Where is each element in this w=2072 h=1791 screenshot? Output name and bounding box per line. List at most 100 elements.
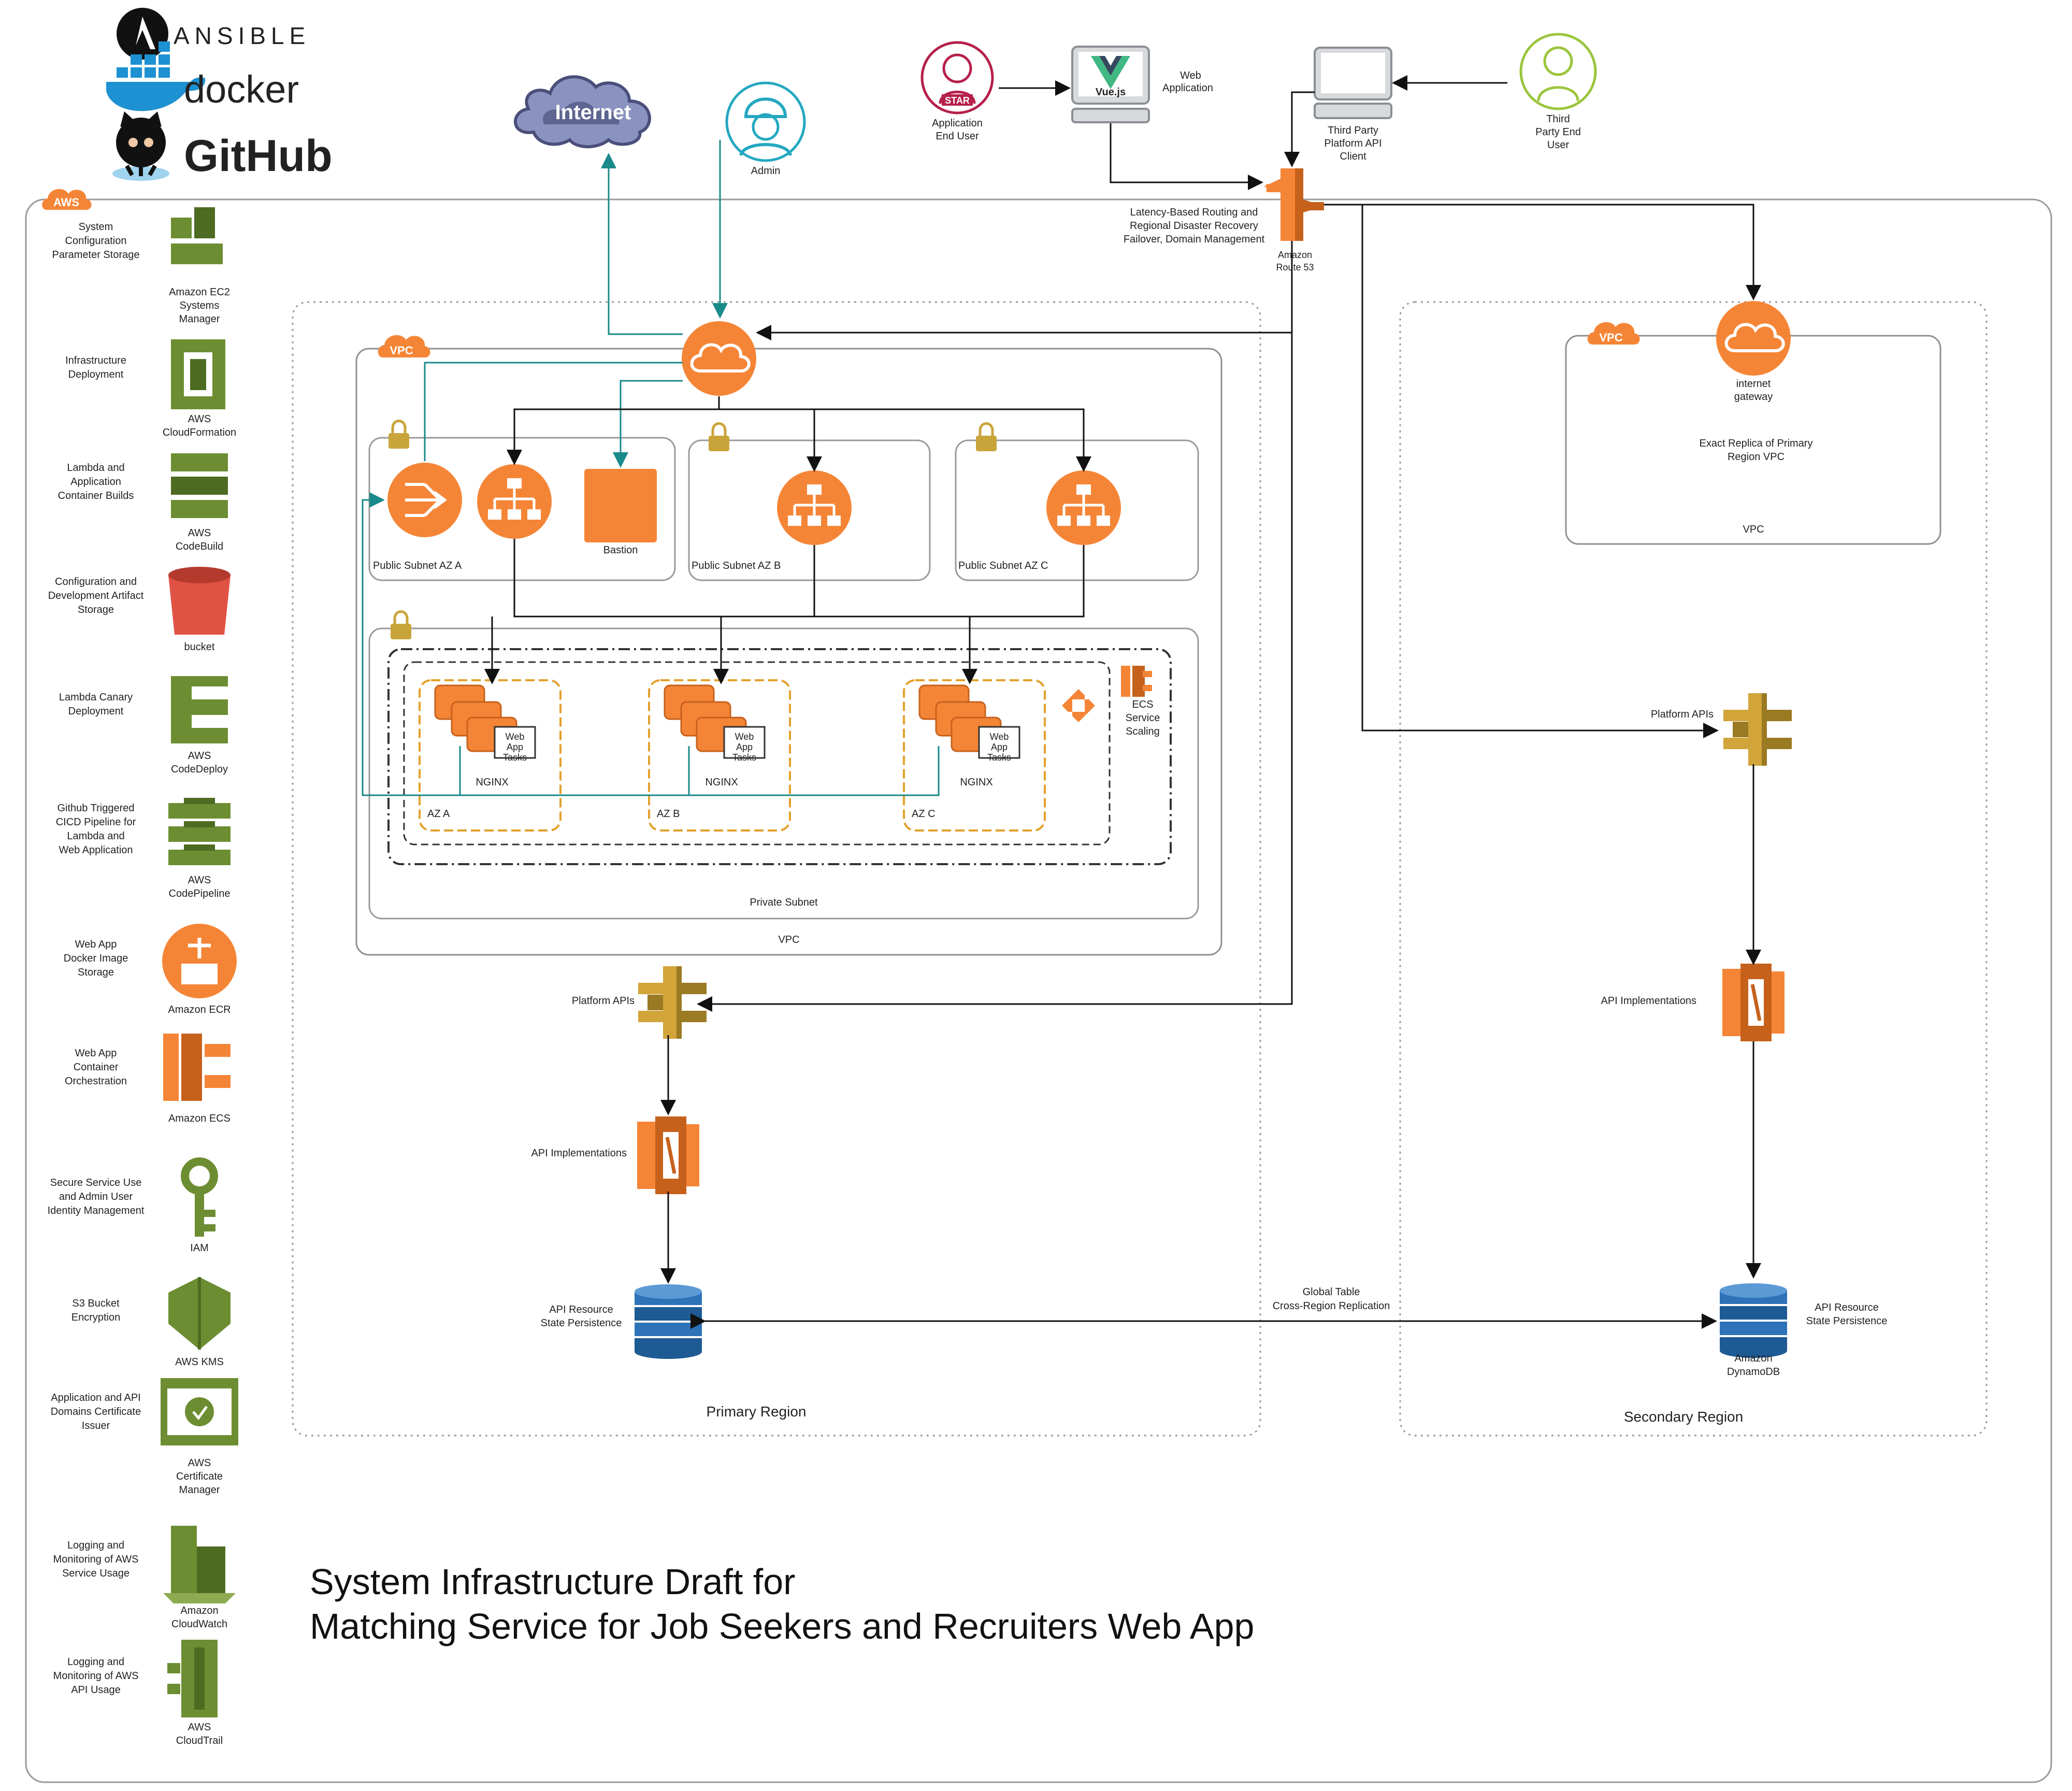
ecs-scaling-label-1: ECS [1132,699,1153,710]
sidebar-desc-line: Lambda Canary [59,692,133,703]
sidebar-desc-line: Deployment [68,706,124,717]
lock-icon [391,610,411,639]
route53-icon [1264,168,1324,241]
third-party-end-user-actor: Third Party End User [1519,33,1597,151]
private-subnet-label: Private Subnet [750,897,818,908]
aws-cloud-frame [25,198,2052,1783]
sidebar-service-name: bucket [184,641,215,653]
ecr-icon [162,924,237,998]
connector-tasks-to-nat [362,492,461,796]
connector-route53-to-secondary-igw [1324,204,1761,300]
connector-elb-a-down [513,539,814,618]
third-party-end-user-label-1: Third [1546,113,1570,125]
sidebar-service-name: AWS KMS [175,1356,224,1368]
docker-logo: docker [106,41,299,111]
sidebar-desc-line: Infrastructure [65,355,126,366]
sidebar-service-name: CodeBuild [176,541,223,552]
sidebar-service-name: Amazon ECS [168,1113,231,1124]
public-subnet-b: Public Subnet AZ B [688,422,931,581]
sidebar-desc-line: Web Application [59,844,133,856]
secondary-igw-label-2: gateway [1734,391,1773,403]
sidebar-row-codebuild: Lambda and Application Container Builds AWS… [58,453,228,552]
secondary-region-frame [1399,301,1988,1437]
sidebar-desc-line: Domains Certificate [51,1406,141,1417]
connector-igw-to-internet [601,153,683,335]
ecs-task-stack-icon [664,684,747,752]
primary-region-label: Primary Region [707,1403,807,1420]
secondary-vpc-badge-text: VPC [1599,331,1622,344]
lock-icon [388,420,409,449]
route53-desc-1: Latency-Based Routing and [1130,207,1258,218]
sidebar-row-ecs: Web App Container Orchestration Amazon ECS [65,1034,231,1124]
connector-route53-to-secondary-api [1361,205,1719,738]
ansible-wordmark: ANSIBLE [174,22,310,49]
app-end-user-label-2: End User [936,131,979,142]
internet-label: Internet [555,101,631,124]
sidebar-row-codepipeline: Github Triggered CICD Pipeline for Lambda … [56,798,231,899]
primary-vpc-frame [355,348,1222,956]
sidebar-desc-line: Identity Management [48,1205,145,1216]
ansible-logo: ANSIBLE [117,8,310,60]
task-label-line: Web [990,732,1009,742]
connector-elb-b-down [813,545,1085,618]
sidebar-service-name: Amazon [180,1605,218,1616]
sidebar-service-name: Certificate [176,1471,223,1482]
load-balancer-icon-az-c [1046,470,1121,545]
nginx-label: NGINX [476,777,508,788]
sidebar-desc-line: Configuration [65,235,127,247]
app-end-user-actor: STAR Application End User [920,41,994,142]
sidebar-desc-line: Application and API [51,1392,140,1403]
admin-label: Admin [751,165,781,177]
third-party-end-user-label-2: Party End [1535,126,1581,138]
sidebar-desc-line: Logging and [67,1540,124,1551]
sidebar-desc-line: Storage [78,604,114,615]
route53-label-1: Amazon [1278,250,1312,260]
star-badge-text: STAR [945,95,970,106]
sidebar-desc-line: Container Builds [58,490,134,502]
task-label-line: Web [735,732,754,742]
task-label-line: Web [506,732,525,742]
route53-desc-3: Failover, Domain Management [1124,234,1265,245]
secondary-platform-apis-label: Platform APIs [1651,709,1714,720]
route53-desc-2: Regional Disaster Recovery [1130,220,1258,232]
ecs-icon [163,1034,231,1101]
sidebar-desc-line: Monitoring of AWS [53,1554,139,1565]
third-party-client-label-1: Third Party [1328,125,1378,136]
task-label-line: App [507,742,523,752]
internet-cloud: Internet [514,75,651,149]
s3-bucket-icon [168,567,231,635]
sidebar-row-cloudwatch: Logging and Monitoring of AWS Service Usag… [53,1526,236,1630]
sidebar-service-name: CloudFormation [163,427,236,438]
primary-vpc-label: VPC [778,934,799,945]
sidebar-row-cloudformation: Infrastructure Deployment AWS CloudFormatio… [65,339,236,438]
sidebar-row-acm: Application and API Domains Certificate Is… [51,1378,238,1496]
sidebar-desc-line: Lambda and [67,830,124,842]
ecs-service-frame [403,661,1111,846]
sidebar-desc-line: Lambda and [67,462,124,474]
task-label-line: Tasks [987,752,1011,763]
sidebar-service-name: AWS [188,1722,211,1733]
dynamodb-label-2: DynamoDB [1727,1366,1780,1378]
third-party-client: Third Party Platform API Client [1314,47,1392,162]
dynamodb-icon-secondary [1720,1283,1787,1358]
az-label: AZ B [657,808,680,820]
load-balancer-icon-az-b [777,470,852,545]
nat-gateway-icon [387,463,462,537]
sidebar-row-ssm: System Configuration Parameter Storage Amaz… [52,207,230,325]
bastion-host: Bastion [584,469,657,556]
codedeploy-icon [171,676,228,743]
primary-vpc-badge: VPC [378,335,430,357]
sidebar-desc-line: Parameter Storage [52,249,140,261]
connector-igw-to-elb-c [814,408,1091,472]
task-label-line: App [991,742,1008,752]
sidebar-desc-line: Storage [78,967,114,978]
primary-internet-gateway-icon [682,321,756,396]
api-gateway-icon-secondary [1723,693,1792,766]
web-application-label-1: Web [1180,70,1201,81]
sidebar-desc-line: CICD Pipeline for [56,816,136,828]
secondary-api-impl-label: API Implementations [1601,995,1696,1007]
sidebar-desc-line: Secure Service Use [50,1177,142,1188]
load-balancer-icon-az-a [477,464,552,539]
